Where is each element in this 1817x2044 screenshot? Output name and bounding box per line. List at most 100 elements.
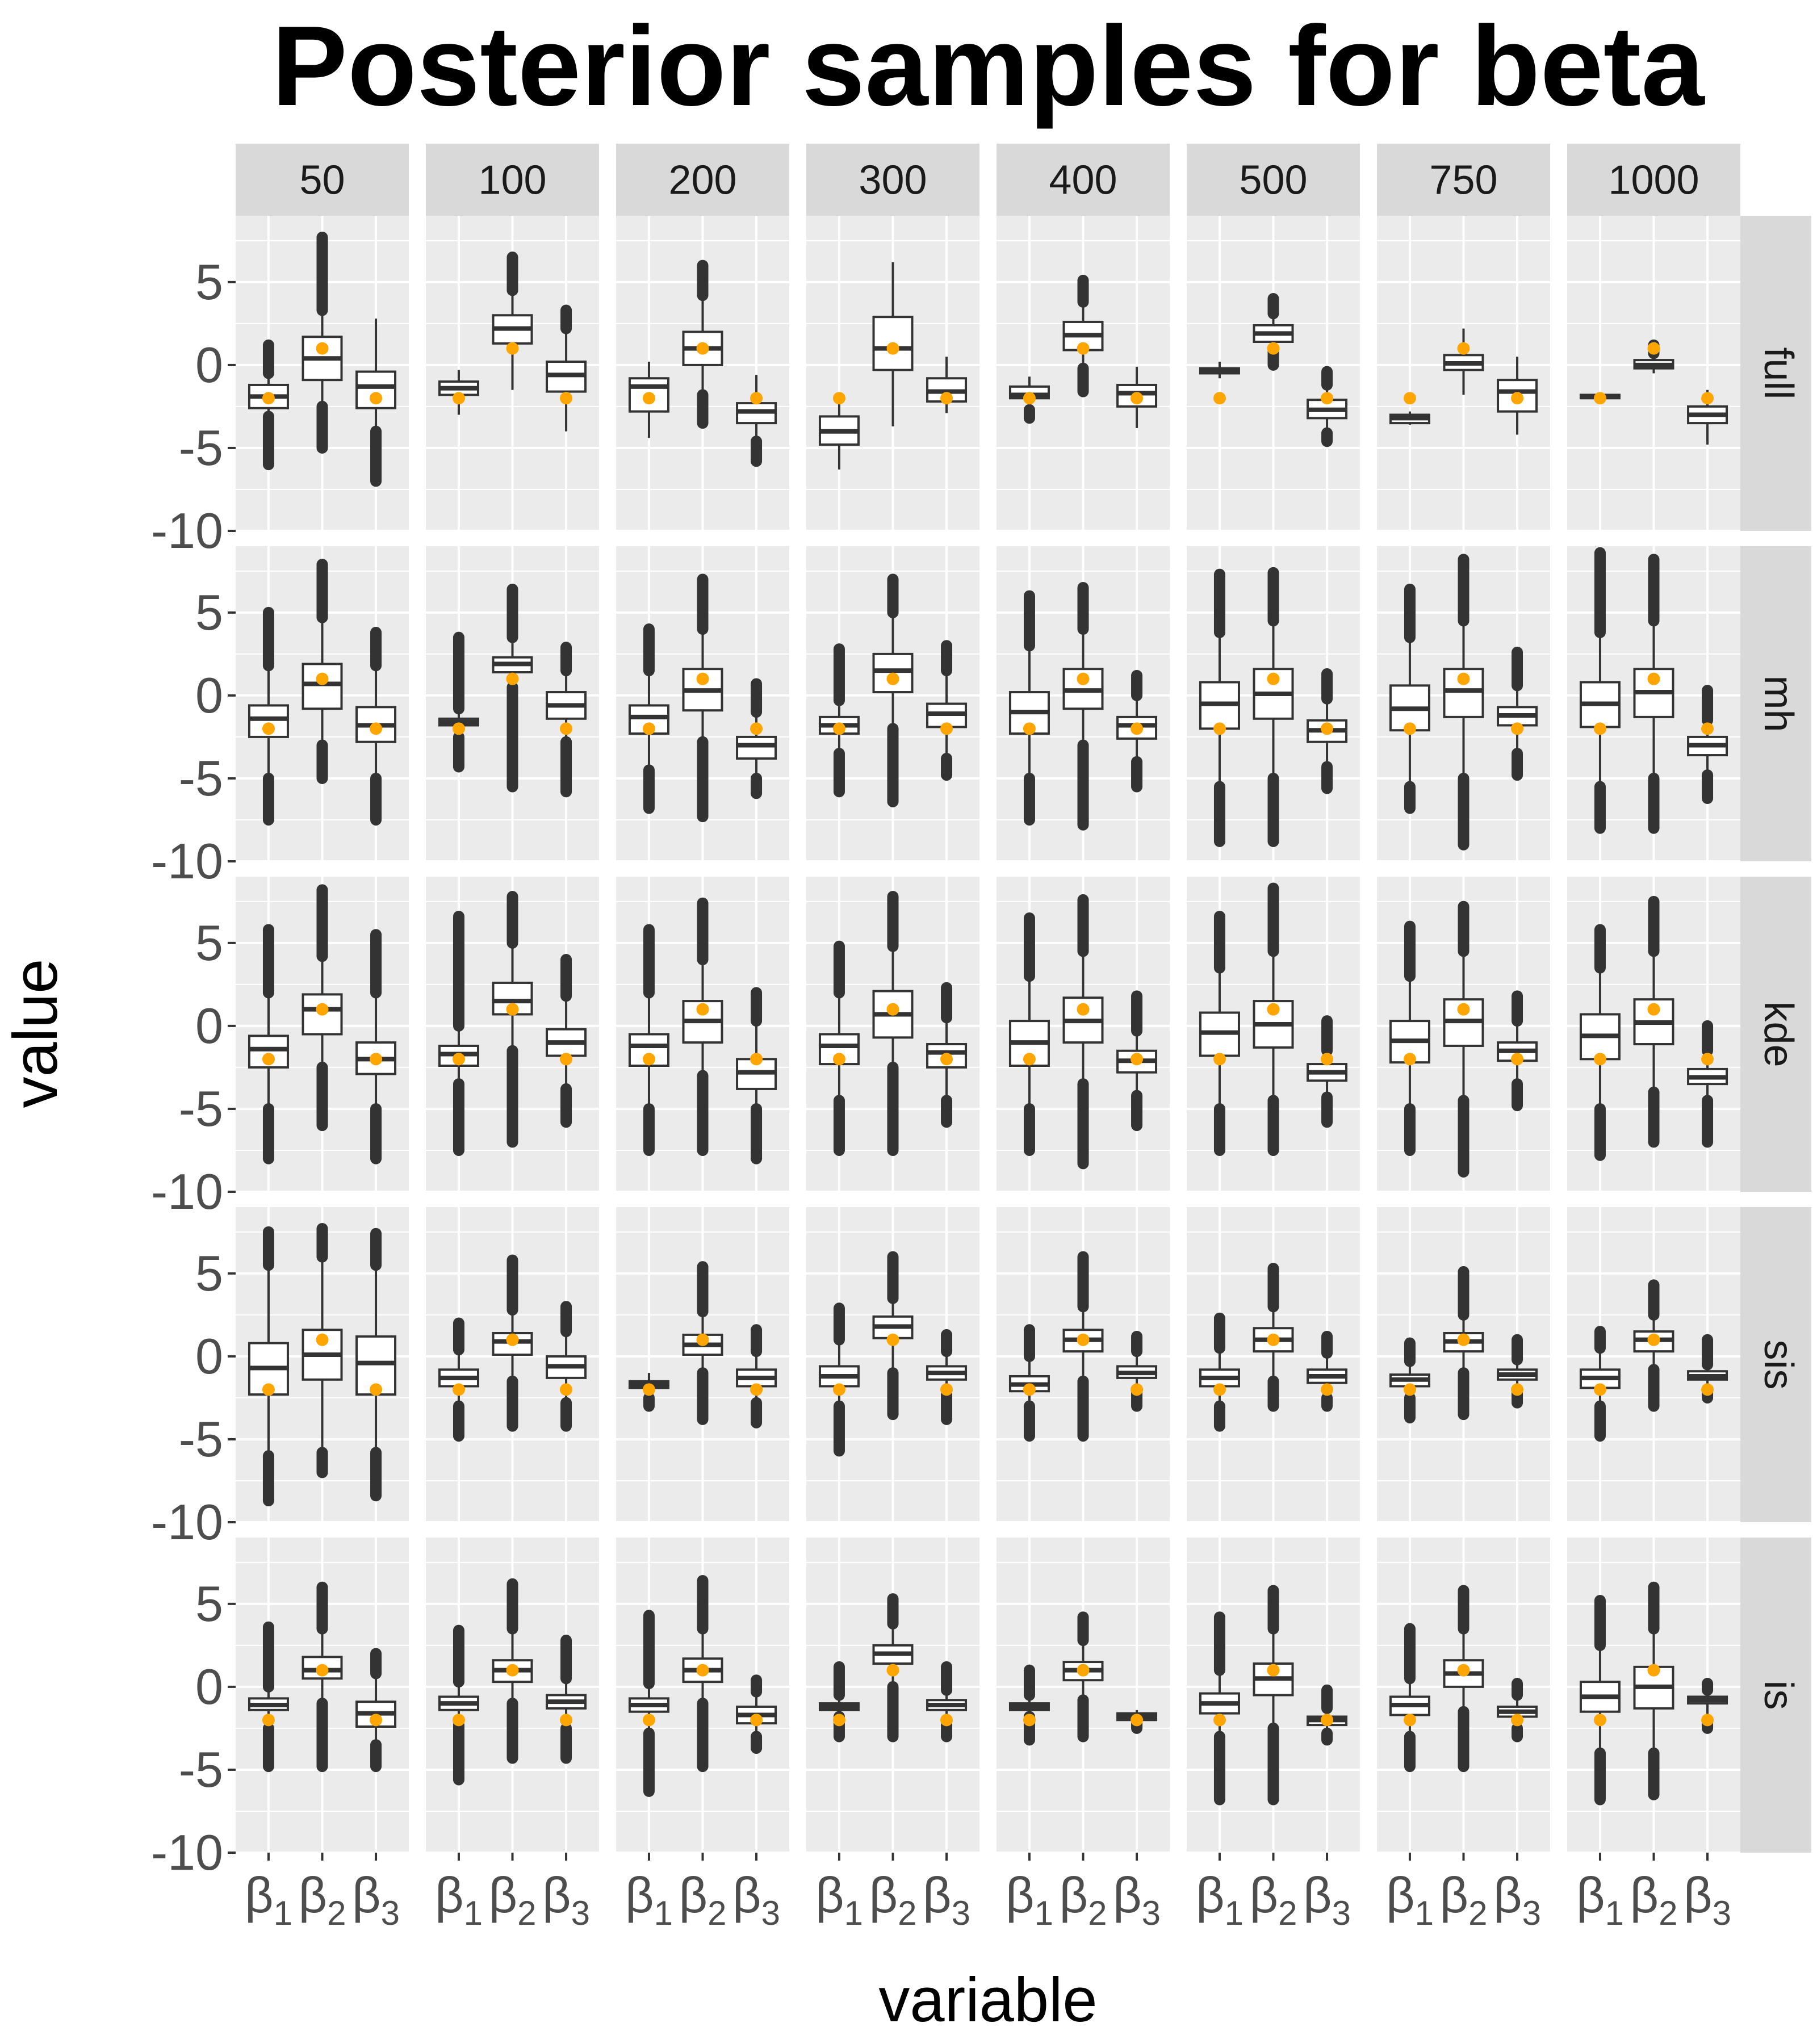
box-sis-200-beta2: [682, 1261, 723, 1425]
box-is-300-beta1: [818, 1661, 860, 1743]
true-value-point: [886, 1333, 899, 1346]
true-value-point: [1077, 1003, 1090, 1016]
panel-kde-50: [236, 877, 409, 1193]
true-value-point: [1701, 1383, 1714, 1396]
x-tick-label: β3: [732, 1867, 780, 1932]
true-value-point: [886, 342, 899, 355]
true-value-point: [370, 1383, 383, 1396]
box-kde-100-beta2: [492, 891, 533, 1148]
column-strip-50: [236, 144, 409, 216]
true-value-point: [1023, 1714, 1036, 1727]
true-value-point: [1647, 342, 1660, 355]
box-is-200-beta3: [736, 1674, 777, 1754]
box-is-100-beta3: [546, 1635, 587, 1764]
true-value-point: [832, 392, 845, 405]
box-full-50-beta1: [248, 339, 289, 471]
box-is-300-beta2: [872, 1593, 914, 1743]
true-value-point: [560, 392, 573, 405]
box-mh-1000-beta2: [1633, 554, 1674, 834]
box-full-300-beta2: [872, 262, 914, 426]
true-value-point: [886, 672, 899, 685]
y-tick-label: 5: [195, 1245, 223, 1301]
column-strip-500: [1187, 144, 1360, 216]
column-strip-label: 500: [1239, 158, 1307, 203]
true-value-point: [642, 1053, 655, 1066]
true-value-point: [1457, 672, 1470, 685]
true-value-point: [1457, 1003, 1470, 1016]
true-value-point: [1511, 1383, 1524, 1396]
row-strip-label: mh: [1756, 675, 1801, 732]
y-tick-label: -5: [179, 1411, 223, 1467]
box-is-1000-beta1: [1579, 1595, 1621, 1806]
row-strip-label: is: [1756, 1681, 1801, 1710]
box-mh-200-beta1: [628, 623, 669, 814]
box-full-1000-beta2: [1633, 339, 1674, 374]
true-value-point: [1403, 392, 1416, 405]
box-is-400-beta2: [1062, 1611, 1104, 1743]
box-full-400-beta3: [1116, 366, 1158, 428]
box-mh-400-beta2: [1062, 582, 1104, 831]
column-strip-label: 200: [668, 158, 736, 203]
y-tick-label: -10: [151, 502, 223, 559]
true-value-point: [1131, 1714, 1144, 1727]
true-value-point: [316, 342, 329, 355]
x-tick-label: β2: [1250, 1867, 1297, 1932]
panel-full-50: [236, 216, 409, 532]
y-axis-title: value: [1, 959, 70, 1108]
y-tick-label: 0: [195, 1658, 223, 1715]
true-value-point: [832, 1714, 845, 1727]
true-value-point: [832, 722, 845, 735]
true-value-point: [1131, 1383, 1144, 1396]
box-mh-300-beta3: [926, 640, 968, 781]
panel-sis-300: [806, 1207, 979, 1523]
box-mh-400-beta1: [1008, 590, 1050, 826]
box-sis-500-beta3: [1307, 1330, 1348, 1412]
y-tick-label: -5: [179, 1741, 223, 1798]
true-value-point: [750, 1053, 763, 1066]
y-tick-label: -10: [151, 1163, 223, 1220]
true-value-point: [1647, 672, 1660, 685]
true-value-point: [1267, 672, 1280, 685]
box-sis-500-beta2: [1253, 1263, 1294, 1412]
box-mh-100-beta3: [546, 642, 587, 798]
column-strip-label: 1000: [1608, 158, 1699, 203]
panel-full-750: [1377, 216, 1550, 532]
y-tick-label: 5: [195, 915, 223, 971]
box-mh-300-beta2: [872, 573, 914, 807]
true-value-point: [1511, 392, 1524, 405]
box-is-1000-beta2: [1633, 1581, 1674, 1800]
row-strip-kde: [1740, 877, 1811, 1192]
true-value-point: [642, 722, 655, 735]
box-full-200-beta3: [736, 375, 777, 467]
panel-kde-1000: [1567, 877, 1740, 1193]
x-tick-label: β3: [1303, 1867, 1351, 1932]
true-value-point: [886, 1003, 899, 1016]
box-mh-1000-beta3: [1687, 685, 1728, 804]
box-kde-500-beta2: [1253, 882, 1294, 1156]
panel-sis-400: [997, 1207, 1170, 1523]
panel-is-1000: [1567, 1538, 1740, 1854]
box-full-50-beta2: [302, 231, 343, 454]
column-strip-1000: [1567, 144, 1740, 216]
true-value-point: [1131, 392, 1144, 405]
x-tick-label: β2: [1060, 1867, 1107, 1932]
true-value-point: [1403, 1383, 1416, 1396]
true-value-point: [1701, 1053, 1714, 1066]
true-value-point: [1131, 1053, 1144, 1066]
box-is-400-beta1: [1008, 1664, 1050, 1746]
x-tick-label: β2: [489, 1867, 537, 1932]
panel-full-100: [426, 216, 599, 532]
box-mh-100-beta2: [492, 583, 533, 793]
x-tick-label: β2: [1440, 1867, 1488, 1932]
x-tick-label: β3: [1493, 1867, 1541, 1932]
true-value-point: [1321, 392, 1334, 405]
panel-is-50: [236, 1538, 409, 1854]
true-value-point: [1403, 722, 1416, 735]
box-is-200-beta1: [628, 1610, 669, 1797]
box-is-200-beta2: [682, 1574, 723, 1773]
true-value-point: [560, 722, 573, 735]
true-value-point: [316, 672, 329, 685]
true-value-point: [370, 722, 383, 735]
box-is-400-beta3: [1116, 1710, 1158, 1734]
box-is-1000-beta3: [1687, 1678, 1728, 1734]
